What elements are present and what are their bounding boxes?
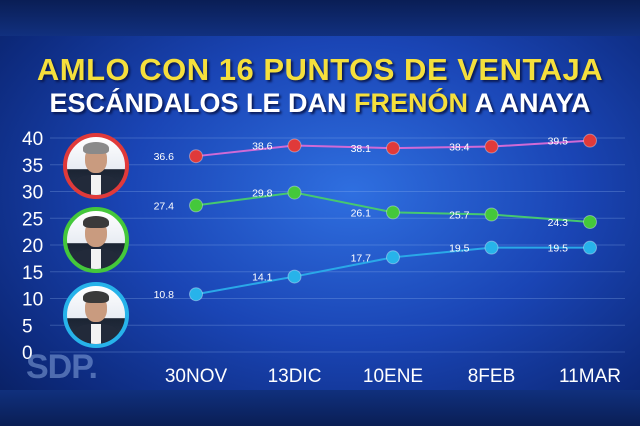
data-label: 38.1 — [351, 143, 372, 155]
photo-hair — [83, 291, 109, 303]
photo-shirt — [91, 249, 101, 269]
data-label: 38.4 — [449, 142, 470, 154]
data-label: 10.8 — [154, 289, 175, 301]
y-tick-label: 15 — [22, 263, 43, 284]
candidate-photo-meade — [63, 207, 129, 273]
photo-shirt — [91, 324, 101, 344]
data-point — [484, 207, 499, 222]
data-point — [583, 240, 597, 255]
y-tick-label: 25 — [22, 209, 43, 230]
chart-subtitle: ESCÁNDALOS LE DAN FRENÓN A ANAYA — [0, 88, 640, 119]
subtitle-highlight: FRENÓN — [353, 88, 468, 118]
data-point — [386, 250, 400, 265]
subtitle-part-1: ESCÁNDALOS LE DAN — [49, 88, 354, 118]
chart-title: AMLO CON 16 PUNTOS DE VENTAJA — [36, 52, 604, 87]
data-point — [189, 149, 203, 164]
x-tick-label: 30NOV — [165, 366, 228, 387]
data-point — [386, 205, 400, 220]
data-point — [189, 287, 203, 302]
bottom-band — [0, 390, 640, 426]
data-label: 29.8 — [252, 188, 273, 200]
data-label: 24.3 — [548, 217, 569, 229]
data-point — [583, 214, 597, 229]
y-tick-label: 35 — [22, 156, 43, 177]
x-tick-label: 10ENE — [363, 366, 423, 387]
photo-shirt — [91, 175, 101, 195]
data-label: 38.6 — [252, 140, 273, 152]
x-tick-label: 13DIC — [268, 366, 322, 387]
watermark-logo: SDP. — [26, 348, 98, 386]
y-tick-label: 30 — [22, 183, 43, 204]
x-tick-label: 11MAR — [559, 366, 621, 387]
y-tick-label: 40 — [22, 129, 43, 150]
data-point — [583, 133, 597, 148]
data-label: 17.7 — [351, 252, 372, 264]
data-label: 25.7 — [449, 210, 470, 222]
top-band — [0, 0, 640, 36]
candidate-photo-anaya — [63, 282, 129, 348]
data-point — [484, 139, 499, 154]
y-tick-label: 10 — [22, 290, 43, 311]
data-point — [287, 138, 302, 153]
data-label: 14.1 — [252, 272, 273, 284]
data-label: 27.4 — [154, 200, 175, 212]
data-point — [386, 141, 400, 156]
photo-hair — [83, 216, 109, 228]
subtitle-part-2: A ANAYA — [467, 88, 591, 118]
candidate-photo-amlo — [63, 133, 129, 199]
data-point — [287, 185, 302, 200]
data-point — [189, 198, 203, 213]
photo-hair — [83, 142, 109, 154]
data-label: 19.5 — [449, 243, 470, 255]
y-tick-label: 5 — [22, 316, 33, 337]
data-point — [287, 269, 302, 284]
y-tick-label: 0 — [22, 343, 33, 364]
data-label: 19.5 — [548, 243, 569, 255]
data-label: 36.6 — [154, 151, 175, 163]
x-tick-label: 8FEB — [468, 366, 516, 387]
data-label: 39.5 — [548, 136, 569, 148]
y-tick-label: 20 — [22, 236, 43, 257]
data-point — [484, 240, 499, 255]
data-label: 26.1 — [351, 207, 372, 219]
